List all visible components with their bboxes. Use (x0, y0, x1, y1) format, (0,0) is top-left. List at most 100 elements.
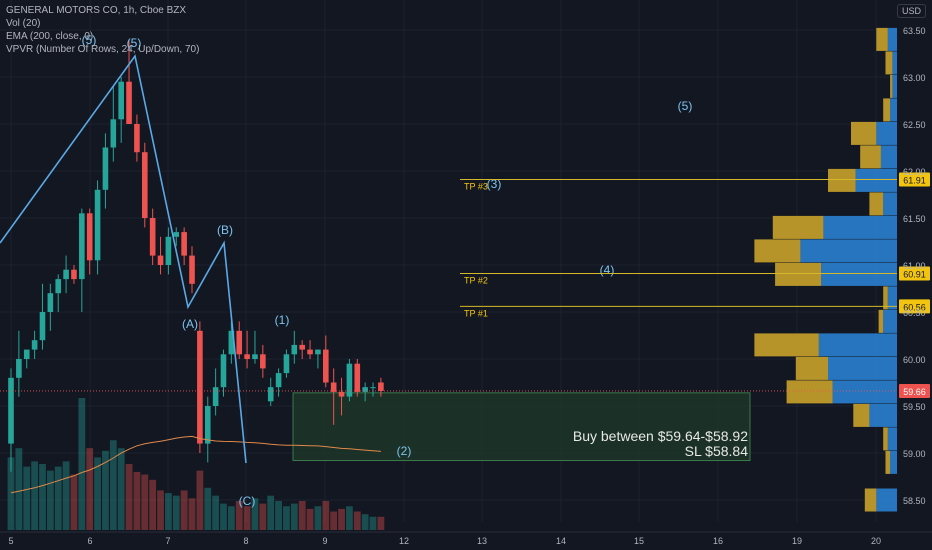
volume-bar (172, 495, 180, 530)
candle-body (204, 406, 211, 444)
indicator-vpvr[interactable]: VPVR (Number Of Rows, 24, Up/Down, 70) (6, 44, 200, 55)
vpvr-down-bar (853, 403, 870, 427)
candle-body (126, 81, 132, 124)
buy-zone-note: Buy between $59.64-$58.92 SL $58.84 (573, 429, 748, 459)
candle-body (71, 269, 77, 280)
wave-label: (3) (487, 177, 502, 191)
volume-bar (15, 448, 23, 530)
wave-label: (1) (275, 313, 290, 327)
candle-body (23, 349, 30, 359)
volume-bar (188, 498, 196, 530)
candle-body (118, 81, 124, 120)
vpvr-down-bar (883, 98, 891, 122)
time-axis-tick: 14 (556, 536, 566, 546)
volume-bar (141, 474, 149, 530)
vpvr-up-bar (855, 168, 897, 192)
volume-bar (227, 506, 235, 530)
wave-label: (5) (127, 36, 142, 50)
vpvr-down-bar (869, 192, 884, 216)
vpvr-up-bar (887, 286, 897, 310)
vpvr-down-bar (786, 380, 833, 404)
vpvr-up-bar (876, 121, 897, 145)
price-axis: 63.50 63.00 62.50 62.00 61.50 61.00 60.50 60.00… (903, 26, 926, 506)
candle-body (197, 330, 203, 444)
candle-body (338, 391, 345, 397)
candle-body (362, 387, 368, 392)
price-axis-tick: 63.50 (903, 26, 926, 36)
volume-bar (180, 490, 188, 530)
candle-body (141, 152, 148, 218)
time-axis-tick: 19 (792, 536, 802, 546)
candle-body (79, 213, 85, 280)
candle-body (157, 255, 164, 265)
price-axis-tick: 62.50 (903, 120, 926, 130)
take-profit-label: TP #3 (464, 181, 488, 191)
volume-bar (39, 464, 46, 530)
volume-bar (377, 516, 385, 530)
candle-body (39, 312, 46, 341)
vpvr-up-bar (823, 215, 897, 239)
indicator-ema[interactable]: EMA (200, close, 0) (6, 31, 94, 42)
volume-bar (251, 498, 259, 530)
volume-bar (290, 503, 298, 530)
volume-bar (31, 461, 39, 530)
vpvr-up-bar (828, 356, 897, 380)
candle-body (275, 373, 282, 388)
indicator-volume[interactable]: Vol (20) (6, 18, 41, 29)
vpvr-down-bar (851, 121, 877, 145)
candle-body (47, 293, 54, 312)
volume-bar (70, 474, 78, 530)
volume-bar (235, 500, 243, 530)
candle-body (55, 279, 62, 294)
vpvr-down-bar (772, 215, 824, 239)
take-profit-price-text: 61.91 (903, 175, 926, 185)
price-axis-tick: 59.00 (903, 449, 926, 459)
take-profit-price-badge (899, 172, 930, 187)
volume-bar (322, 500, 330, 530)
time-axis-tick: 13 (477, 536, 487, 546)
wave-label: (B) (217, 223, 233, 237)
wave-label: (5) (82, 33, 97, 47)
current-price-badge (899, 383, 930, 398)
candle-body (189, 255, 195, 284)
wave-label: (4) (600, 263, 615, 277)
volume-bar (125, 464, 133, 530)
wave-label: (5) (678, 99, 693, 113)
vpvr-down-bar (864, 488, 877, 512)
candle-body (307, 349, 313, 355)
current-price-text: 59.66 (903, 387, 926, 397)
candle-body (16, 359, 22, 378)
candle-body (94, 189, 101, 261)
candle-body (244, 354, 250, 359)
currency-button[interactable]: USD (896, 4, 926, 18)
vpvr-down-bar (878, 309, 884, 333)
vpvr-down-bar (795, 356, 828, 380)
candle-body (354, 363, 361, 392)
wave-label: (A) (182, 317, 198, 331)
stop-loss-text: SL $58.84 (684, 443, 748, 459)
candle-body (330, 382, 337, 392)
take-profit-label: TP #1 (464, 308, 488, 318)
take-profit-price-badge (899, 266, 930, 281)
candle-body (260, 354, 266, 369)
chart-title[interactable]: GENERAL MOTORS CO, 1h, Cboe BZX (6, 5, 187, 16)
candle-body (283, 354, 290, 374)
volume-bar (54, 466, 62, 530)
vpvr-up-bar (892, 51, 897, 75)
candle-body (102, 147, 109, 190)
candle-body (220, 354, 227, 388)
candle-body (252, 354, 258, 359)
volume-bar (7, 457, 15, 530)
take-profit-price-text: 60.91 (903, 269, 926, 279)
vpvr-up-bar (883, 192, 897, 216)
buy-range-text: Buy between $59.64-$58.92 (572, 428, 748, 444)
volume-profile (754, 27, 897, 512)
elliott-wave-line (0, 54, 247, 464)
time-axis-tick: 8 (243, 536, 248, 546)
vpvr-up-bar (883, 309, 897, 333)
volume-bar (259, 503, 267, 530)
chart-legend: GENERAL MOTORS CO, 1h, Cboe BZX Vol (20)… (6, 4, 199, 56)
vpvr-down-bar (890, 74, 893, 98)
wave-label: (C) (239, 494, 256, 508)
